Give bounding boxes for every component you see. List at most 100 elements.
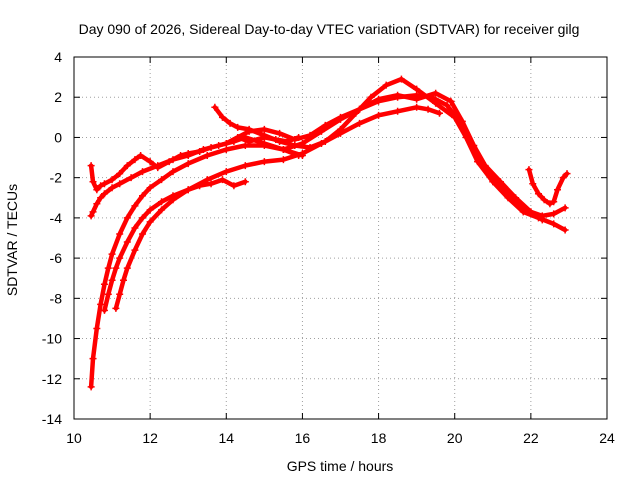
- data-point-marker: [123, 162, 131, 170]
- data-point-marker: [158, 198, 166, 206]
- data-point-marker: [199, 146, 207, 154]
- series-track-6: [212, 76, 568, 233]
- data-point-marker: [356, 119, 364, 127]
- data-point-marker: [137, 152, 145, 160]
- data-point-marker: [87, 383, 95, 391]
- data-point-marker: [413, 95, 421, 103]
- data-point-marker: [87, 162, 95, 170]
- data-point-marker: [218, 113, 226, 121]
- data-point-marker: [97, 300, 105, 308]
- x-tick-label: 22: [523, 430, 539, 446]
- x-axis-label: GPS time / hours: [287, 458, 394, 474]
- data-point-marker: [481, 162, 489, 170]
- data-point-marker: [207, 180, 215, 188]
- data-point-marker: [222, 168, 230, 176]
- data-point-marker: [298, 139, 306, 147]
- data-point-marker: [375, 111, 383, 119]
- data-point-marker: [139, 214, 147, 222]
- data-point-marker: [184, 160, 192, 168]
- y-tick-label: -12: [42, 371, 62, 387]
- data-point-marker: [169, 196, 177, 204]
- data-point-marker: [291, 135, 299, 143]
- data-point-marker: [89, 178, 97, 186]
- data-point-marker: [119, 276, 127, 284]
- data-point-marker: [298, 150, 306, 158]
- data-point-marker: [554, 186, 562, 194]
- data-point-marker: [241, 178, 249, 186]
- data-point-marker: [100, 280, 108, 288]
- data-point-marker: [550, 220, 558, 228]
- data-point-marker: [203, 176, 211, 184]
- data-point-marker: [260, 158, 268, 166]
- data-point-marker: [279, 146, 287, 154]
- data-point-marker: [123, 238, 131, 246]
- data-point-marker: [226, 119, 234, 127]
- grid-lines: [74, 57, 607, 419]
- data-point-marker: [538, 216, 546, 224]
- data-point-marker: [158, 176, 166, 184]
- data-point-marker: [139, 192, 147, 200]
- data-point-marker: [394, 91, 402, 99]
- data-point-marker: [234, 133, 242, 141]
- chart-title: Day 090 of 2026, Sidereal Day-to-day VTE…: [79, 21, 580, 37]
- data-point-marker: [529, 180, 537, 188]
- data-point-marker: [525, 166, 533, 174]
- data-point-marker: [108, 250, 116, 258]
- plot-frame: [73, 56, 608, 420]
- y-tick-label: -8: [50, 290, 63, 306]
- data-point-marker: [139, 230, 147, 238]
- y-tick-label: -10: [42, 331, 62, 347]
- y-tick-label: -2: [50, 170, 63, 186]
- data-point-marker: [435, 109, 443, 117]
- data-point-marker: [93, 200, 101, 208]
- data-point-marker: [222, 146, 230, 154]
- data-point-marker: [424, 105, 432, 113]
- data-point-marker: [146, 158, 154, 166]
- series-track-9: [526, 167, 570, 207]
- data-point-marker: [550, 210, 558, 218]
- data-point-marker: [100, 306, 108, 314]
- y-axis: -14 -12 -10 -8 -6 -4 -2 0 2 4: [42, 49, 607, 427]
- x-tick-label: 20: [447, 430, 463, 446]
- data-point-marker: [116, 290, 124, 298]
- data-point-marker: [123, 214, 131, 222]
- data-point-marker: [108, 184, 116, 192]
- data-point-marker: [443, 101, 451, 109]
- data-point-marker: [104, 290, 112, 298]
- data-point-marker: [131, 202, 139, 210]
- data-point-marker: [169, 168, 177, 176]
- data-point-marker: [356, 105, 364, 113]
- data-point-marker: [540, 196, 548, 204]
- data-point-marker: [89, 208, 97, 216]
- data-point-marker: [382, 81, 390, 89]
- data-point-marker: [317, 127, 325, 135]
- data-point-marker: [321, 137, 329, 145]
- data-point-marker: [184, 152, 192, 160]
- data-point-marker: [116, 254, 124, 262]
- x-axis: 10 12 14 16 18 20 22 24: [66, 57, 615, 446]
- data-point-marker: [203, 152, 211, 160]
- data-point-marker: [108, 276, 116, 284]
- data-point-marker: [413, 103, 421, 111]
- x-tick-label: 14: [218, 430, 234, 446]
- data-point-marker: [397, 75, 405, 83]
- x-tick-label: 16: [295, 430, 311, 446]
- y-tick-label: -14: [42, 411, 62, 427]
- data-point-marker: [241, 141, 249, 149]
- data-point-marker: [279, 156, 287, 164]
- data-point-marker: [241, 162, 249, 170]
- data-point-marker: [230, 182, 238, 190]
- data-point-marker: [375, 95, 383, 103]
- data-point-marker: [100, 190, 108, 198]
- data-point-marker: [561, 226, 569, 234]
- x-tick-label: 24: [599, 430, 615, 446]
- data-point-marker: [470, 141, 478, 149]
- y-tick-label: -4: [50, 210, 63, 226]
- data-point-marker: [458, 117, 466, 125]
- data-point-marker: [550, 198, 558, 206]
- data-point-marker: [116, 230, 124, 238]
- data-point-marker: [169, 156, 177, 164]
- data-point-marker: [131, 156, 139, 164]
- data-point-marker: [154, 162, 162, 170]
